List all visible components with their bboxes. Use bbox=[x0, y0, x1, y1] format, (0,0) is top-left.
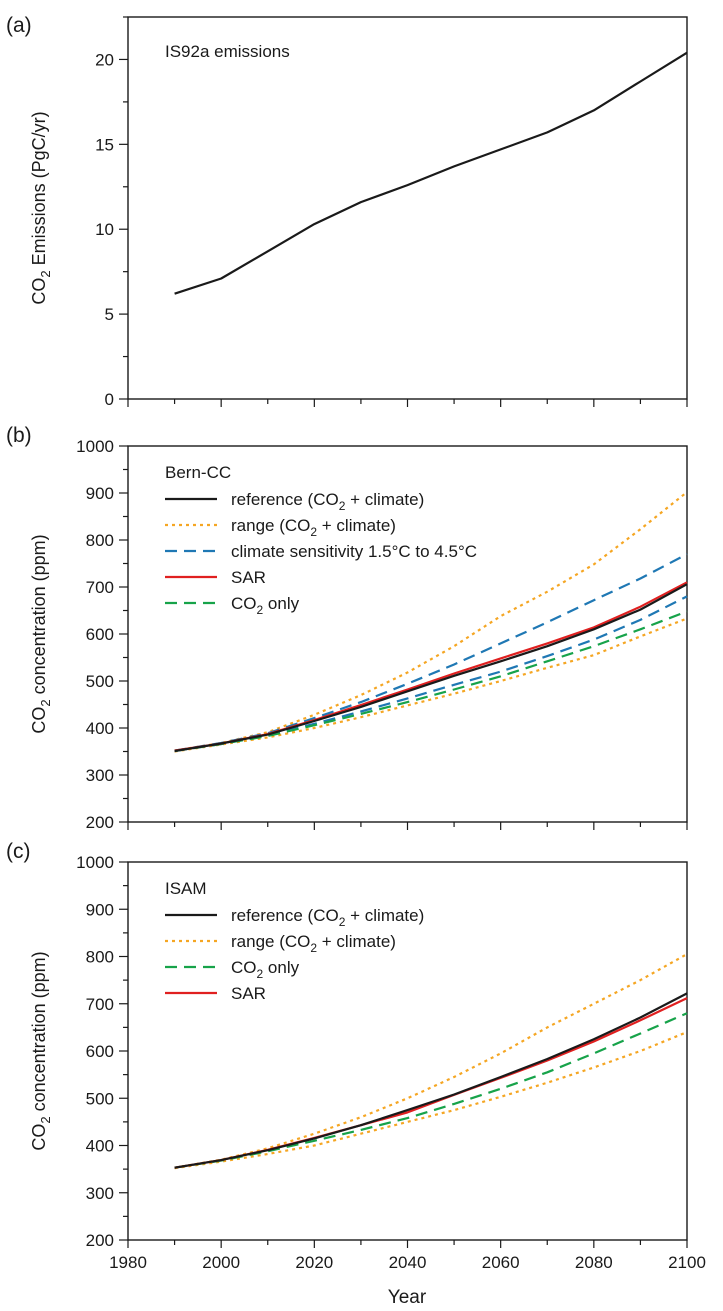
legend-entry-subscript: 2 bbox=[339, 915, 346, 929]
legend-entry-subscript: 2 bbox=[257, 603, 264, 617]
y-axis-label-subscript: 2 bbox=[38, 270, 53, 277]
legend-entry: reference (CO2 + climate) bbox=[231, 490, 424, 513]
x-tick-label: 1980 bbox=[109, 1253, 147, 1272]
series-line bbox=[174, 610, 688, 753]
legend-entry: range (CO2 + climate) bbox=[231, 932, 396, 955]
y-axis-label-main: CO bbox=[29, 278, 49, 305]
y-axis-label-main: CO bbox=[29, 1124, 49, 1151]
y-tick-label: 900 bbox=[86, 484, 114, 503]
x-tick-label: 2100 bbox=[668, 1253, 706, 1272]
x-tick-label: 2080 bbox=[575, 1253, 613, 1272]
legend-entry-text: range (CO bbox=[231, 932, 310, 951]
y-axis-label-rest: concentration (ppm) bbox=[29, 534, 49, 699]
legend-entry: CO2 only bbox=[231, 594, 300, 617]
panel-annotation: IS92a emissions bbox=[165, 42, 290, 61]
series-line bbox=[174, 1031, 688, 1170]
series-line bbox=[174, 992, 688, 1169]
y-tick-label: 400 bbox=[86, 1137, 114, 1156]
legend-entry-text: CO bbox=[231, 958, 257, 977]
legend-entry-text: + climate) bbox=[345, 490, 424, 509]
y-tick-label: 900 bbox=[86, 900, 114, 919]
y-tick-label: 200 bbox=[86, 813, 114, 832]
y-tick-label: 800 bbox=[86, 948, 114, 967]
y-axis-label: CO2 Emissions (PgC/yr) bbox=[29, 111, 53, 304]
legend-entry-subscript: 2 bbox=[339, 499, 346, 513]
y-tick-label: 400 bbox=[86, 719, 114, 738]
legend-entry-subscript: 2 bbox=[310, 525, 317, 539]
y-tick-label: 600 bbox=[86, 1042, 114, 1061]
y-tick-label: 500 bbox=[86, 672, 114, 691]
y-tick-label: 200 bbox=[86, 1231, 114, 1250]
x-axis-label: Year bbox=[388, 1287, 427, 1308]
legend-entry-text: reference (CO bbox=[231, 906, 339, 925]
y-axis-label-subscript: 2 bbox=[38, 699, 53, 706]
legend-title: ISAM bbox=[165, 879, 207, 898]
series-line bbox=[174, 51, 688, 295]
series-line bbox=[174, 491, 688, 752]
panel-c-isam: (c) 200 300 400 500 600 700 800 900 1000 1980 2000 2… bbox=[6, 840, 706, 1272]
y-axis-label-rest: concentration (ppm) bbox=[29, 951, 49, 1116]
panel-a-emissions: (a) 0 5 10 15 20 CO2 Emissions (PgC/yr) IS92a e… bbox=[6, 14, 688, 409]
panel-label: (c) bbox=[6, 840, 31, 863]
legend-entry-text: + climate) bbox=[317, 516, 396, 535]
legend-entry-text: + climate) bbox=[317, 932, 396, 951]
x-tick-label: 2020 bbox=[295, 1253, 333, 1272]
y-tick-label: 300 bbox=[86, 766, 114, 785]
y-tick-label: 20 bbox=[95, 50, 114, 69]
y-tick-label: 1000 bbox=[76, 853, 114, 872]
legend-entry-text: range (CO bbox=[231, 516, 310, 535]
x-tick-label: 2060 bbox=[482, 1253, 520, 1272]
legend-entry-text: only bbox=[263, 958, 299, 977]
legend-entry: range (CO2 + climate) bbox=[231, 516, 396, 539]
legend-entry: reference (CO2 + climate) bbox=[231, 906, 424, 929]
legend-entry-text: only bbox=[263, 594, 299, 613]
y-tick-label: 10 bbox=[95, 220, 114, 239]
series-line bbox=[174, 617, 688, 753]
y-tick-label: 15 bbox=[95, 135, 114, 154]
y-tick-label: 600 bbox=[86, 625, 114, 644]
x-tick-label: 2040 bbox=[389, 1253, 427, 1272]
legend-entry-text: climate sensitivity 1.5°C to 4.5°C bbox=[231, 542, 477, 561]
y-axis-label: CO2 concentration (ppm) bbox=[29, 951, 53, 1150]
series-line bbox=[174, 583, 688, 753]
panel-label: (b) bbox=[6, 424, 32, 447]
y-axis-label-main: CO bbox=[29, 707, 49, 734]
legend-entry: CO2 only bbox=[231, 958, 300, 981]
legend-entry-text: CO bbox=[231, 594, 257, 613]
y-tick-label: 800 bbox=[86, 531, 114, 550]
legend-entry: SAR bbox=[231, 568, 266, 587]
plot-frame bbox=[127, 16, 688, 400]
y-tick-label: 700 bbox=[86, 995, 114, 1014]
series-line bbox=[174, 997, 688, 1169]
panel-label: (a) bbox=[6, 14, 32, 37]
legend-entry: SAR bbox=[231, 984, 266, 1003]
y-tick-label: 5 bbox=[105, 305, 114, 324]
legend-entry-subscript: 2 bbox=[310, 941, 317, 955]
y-axis-label-rest: Emissions (PgC/yr) bbox=[29, 111, 49, 270]
y-tick-label: 300 bbox=[86, 1184, 114, 1203]
y-tick-label: 0 bbox=[105, 390, 114, 409]
legend-entry-subscript: 2 bbox=[257, 967, 264, 981]
legend-entry-text: reference (CO bbox=[231, 490, 339, 509]
x-tick-label: 2000 bbox=[202, 1253, 240, 1272]
legend-entry-text: SAR bbox=[231, 568, 266, 587]
legend-entry-text: + climate) bbox=[345, 906, 424, 925]
y-tick-label: 500 bbox=[86, 1089, 114, 1108]
legend-entry: climate sensitivity 1.5°C to 4.5°C bbox=[231, 542, 477, 561]
legend-entry-text: SAR bbox=[231, 984, 266, 1003]
y-tick-label: 700 bbox=[86, 578, 114, 597]
y-tick-label: 1000 bbox=[76, 437, 114, 456]
y-axis-label: CO2 concentration (ppm) bbox=[29, 534, 53, 733]
y-axis-label-subscript: 2 bbox=[38, 1116, 53, 1123]
legend-title: Bern-CC bbox=[165, 463, 231, 482]
series-line bbox=[174, 1012, 688, 1169]
